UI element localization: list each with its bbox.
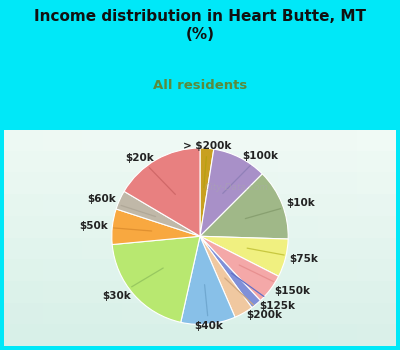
Wedge shape bbox=[116, 191, 200, 236]
Wedge shape bbox=[200, 236, 252, 317]
Text: $50k: $50k bbox=[79, 221, 152, 231]
Text: City-Data.com: City-Data.com bbox=[204, 183, 268, 192]
Wedge shape bbox=[112, 209, 200, 245]
Wedge shape bbox=[112, 236, 200, 322]
Text: $75k: $75k bbox=[247, 248, 318, 264]
Text: $60k: $60k bbox=[87, 194, 156, 217]
Text: $20k: $20k bbox=[125, 153, 175, 194]
Text: $30k: $30k bbox=[102, 268, 163, 301]
Wedge shape bbox=[200, 236, 288, 276]
Text: $100k: $100k bbox=[223, 151, 278, 194]
Wedge shape bbox=[200, 148, 214, 236]
Wedge shape bbox=[200, 236, 278, 301]
Text: All residents: All residents bbox=[153, 79, 247, 92]
Text: $200k: $200k bbox=[225, 278, 282, 320]
Wedge shape bbox=[124, 148, 200, 236]
Wedge shape bbox=[200, 236, 260, 308]
Text: $125k: $125k bbox=[232, 273, 295, 311]
Text: $10k: $10k bbox=[245, 198, 315, 219]
Wedge shape bbox=[200, 174, 288, 239]
Text: Income distribution in Heart Butte, MT
(%): Income distribution in Heart Butte, MT (… bbox=[34, 9, 366, 42]
Wedge shape bbox=[181, 236, 235, 324]
Text: > $200k: > $200k bbox=[183, 141, 232, 188]
Text: $150k: $150k bbox=[239, 265, 310, 295]
Wedge shape bbox=[200, 149, 262, 236]
Text: $40k: $40k bbox=[194, 285, 223, 331]
